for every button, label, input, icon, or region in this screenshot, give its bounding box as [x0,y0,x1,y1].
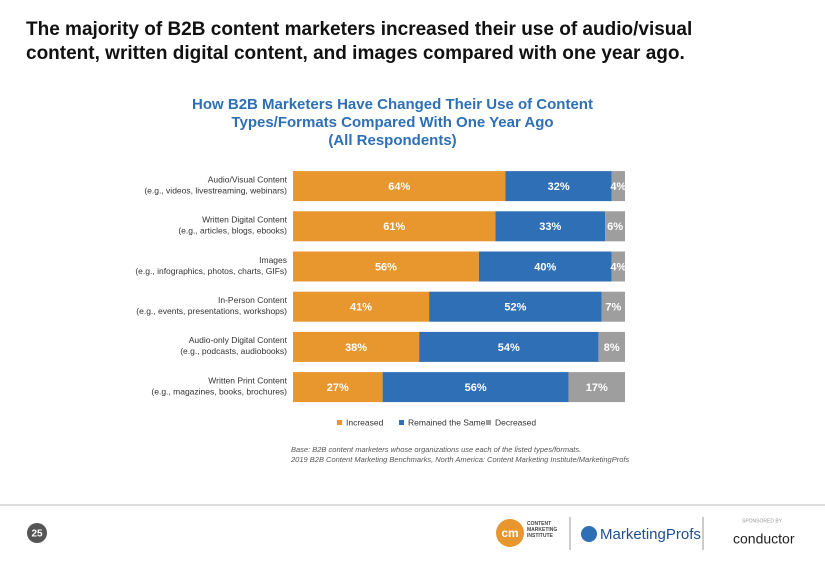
mp-logo: MarketingProfs [600,526,701,543]
legend-label: Decreased [495,417,536,427]
bar-segment [598,331,625,362]
value-label: 4% [610,181,626,193]
value-label: 54% [498,342,520,354]
legend-swatch [486,420,491,425]
bar-segment [382,372,569,403]
bar-segment [495,211,606,242]
value-label: 40% [534,261,556,273]
note: Base: B2B content marketers whose organi… [291,445,582,454]
legend-label: Remained the Same [408,417,486,427]
notes: Base: B2B content marketers whose organi… [291,445,629,465]
value-label: 32% [548,181,570,193]
cmi-logo-text: CONTENT MARKETING INSTITUTE [527,521,558,539]
bar-segment [293,251,479,282]
value-label: 56% [465,382,487,394]
bar-segment [419,331,599,362]
value-label: 61% [383,221,405,233]
value-label: 8% [604,342,620,354]
mp-icon [581,526,597,542]
value-label: 17% [586,382,608,394]
bar-segment [293,372,383,403]
bar-segment [293,291,430,322]
bar-segment [605,211,625,242]
bar-segment [293,331,420,362]
bar-segment [601,291,625,322]
note: 2019 B2B Content Marketing Benchmarks, N… [291,455,630,464]
category-detail: (e.g., articles, blogs, ebooks) [178,226,287,236]
category-detail: (e.g., events, presentations, workshops) [136,306,287,316]
category-detail: (e.g., podcasts, audiobooks) [180,346,287,356]
legend-swatch [337,420,342,425]
value-label: 52% [504,302,526,314]
chart-title-block: How B2B Marketers Have Changed Their Use… [140,96,645,150]
category-label: In-Person Content [218,295,288,305]
value-label: 33% [539,221,561,233]
value-label: 38% [345,342,367,354]
category-label: Written Digital Content [202,215,288,225]
value-label: 7% [605,302,621,314]
category-label: Written Print Content [208,375,287,385]
value-label: 41% [350,302,372,314]
bar-segment [293,211,496,242]
bar-segment [293,171,506,202]
category-detail: (e.g., infographics, photos, charts, GIF… [135,266,287,276]
chart-subtitle: (All Respondents) [328,132,457,149]
page-number: 25 [31,529,43,540]
sponsored-by: SPONSORED BY [742,518,783,524]
category-label: Images [259,255,287,265]
value-label: 56% [375,261,397,273]
bar-segment [568,372,625,403]
category-detail: (e.g., videos, livestreaming, webinars) [144,185,287,195]
category-label: Audio-only Digital Content [189,335,288,345]
value-label: 4% [610,261,626,273]
conductor-logo: conductor [733,531,795,547]
legend-label: Increased [346,417,384,427]
value-label: 6% [607,221,623,233]
headline: The majority of B2B content marketers in… [26,19,693,64]
bar-segment [429,291,602,322]
page-badge [27,523,47,543]
category-label: Audio/Visual Content [208,174,288,184]
bar-segment [611,171,625,202]
chart-title: How B2B Marketers Have Changed Their Use… [192,96,593,131]
bar-segment [478,251,612,282]
cmi-logo [496,519,524,547]
bar-segment [505,171,612,202]
value-label: 27% [327,382,349,394]
bar-segment [611,251,625,282]
cmi-initials: cm [501,526,518,540]
category-detail: (e.g., magazines, books, brochures) [151,386,287,396]
value-label: 64% [388,181,410,193]
legend-swatch [399,420,404,425]
